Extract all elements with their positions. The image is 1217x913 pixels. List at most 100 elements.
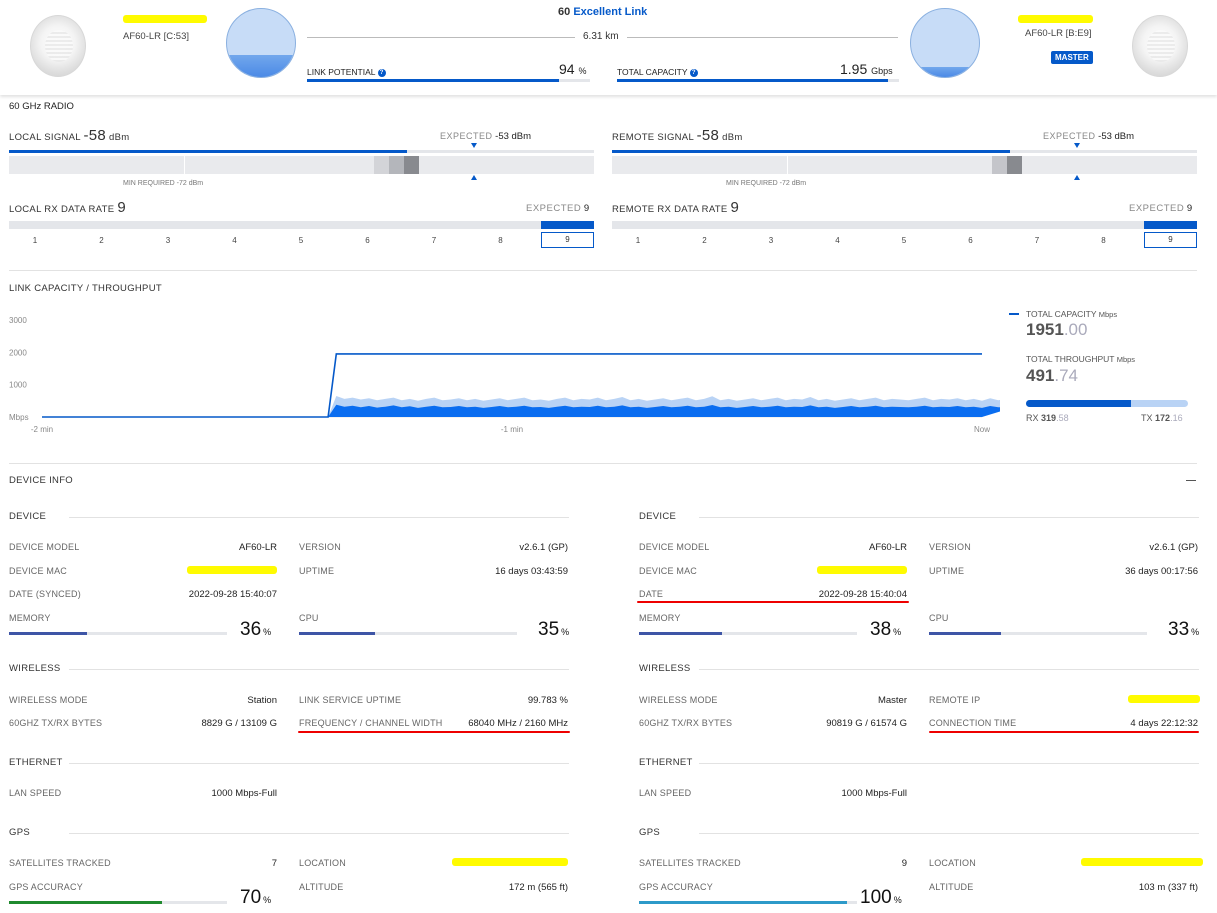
annotation-underline xyxy=(637,601,909,603)
remote-rx-rate-label-text: REMOTE RX DATA RATE xyxy=(612,204,728,215)
local-signal-label: LOCAL SIGNAL -58 dBm xyxy=(9,127,129,144)
altitude-label: ALTITUDE xyxy=(929,882,974,892)
local-signal-bubble xyxy=(226,8,296,78)
total-capacity-value: 1.95 Gbps xyxy=(840,61,893,77)
local-rx-rate-label-text: LOCAL RX DATA RATE xyxy=(9,204,115,215)
date-value: 2022-09-28 15:40:04 xyxy=(818,589,907,600)
memory-bar xyxy=(639,632,857,635)
divider xyxy=(9,463,1197,464)
memory-percent: 38% xyxy=(870,619,901,641)
location-value[interactable] xyxy=(1081,858,1203,868)
cpu-unit: % xyxy=(561,627,570,637)
local-min-required: MIN REQUIRED -72 dBm xyxy=(123,180,204,187)
device-section-heading: DEVICE xyxy=(639,511,677,522)
rate-tick-label: 4 xyxy=(835,236,840,245)
tx-rx-bytes-value: 90819 G / 61574 G xyxy=(826,718,907,729)
local-device-name[interactable] xyxy=(123,15,207,25)
remote-ip-value[interactable] xyxy=(1128,695,1200,705)
section-divider xyxy=(699,763,1199,764)
tx-label: TX xyxy=(1141,413,1153,423)
uptime-value: 16 days 03:43:59 xyxy=(495,566,568,577)
section-divider xyxy=(69,833,569,834)
tx-value: TX 172.16 xyxy=(1141,413,1183,423)
local-signal-value: -58 xyxy=(83,127,107,144)
rx-int: 319 xyxy=(1041,413,1057,423)
capacity-int: 1951 xyxy=(1026,320,1064,339)
min-required-tick xyxy=(787,156,788,174)
throughput-legend: TOTAL THROUGHPUT Mbps xyxy=(1026,354,1135,364)
remote-signal-label: REMOTE SIGNAL -58 dBm xyxy=(612,127,743,144)
radio-section-title: 60 GHz RADIO xyxy=(9,101,74,112)
rx-split-fill xyxy=(1026,400,1132,407)
wireless-mode-value: Master xyxy=(877,695,907,706)
section-divider xyxy=(69,517,569,518)
local-device-model: AF60-LR [C:53] xyxy=(123,31,189,42)
help-icon[interactable]: ? xyxy=(377,68,386,77)
satellites-tracked-value: 7 xyxy=(271,858,277,869)
local-signal-expected: EXPECTED -53 dBm xyxy=(440,131,531,142)
device-model-label: DEVICE MODEL xyxy=(639,542,710,552)
rx-tx-split-bar xyxy=(1026,400,1188,407)
remote-expected-value: -53 dBm xyxy=(1098,131,1135,142)
local-expected-marker xyxy=(471,143,477,148)
capacity-line xyxy=(42,353,982,418)
local-expected-marker-bottom xyxy=(471,175,477,180)
help-icon[interactable]: ? xyxy=(689,68,698,77)
device-mac-value[interactable] xyxy=(817,566,907,576)
link-potential-bar xyxy=(307,79,590,82)
rate-tick-label: 8 xyxy=(1101,236,1106,245)
device-model-label: DEVICE MODEL xyxy=(9,542,80,552)
uptime-value: 36 days 00:17:56 xyxy=(1125,566,1198,577)
rate-tick-label: 8 xyxy=(498,236,503,245)
remote-rx-expected-value: 9 xyxy=(1186,203,1193,214)
section-divider xyxy=(699,517,1199,518)
memory-percent: 36% xyxy=(240,619,271,641)
remote-rx-expected-label: EXPECTED xyxy=(1129,203,1185,214)
remote-expected-marker xyxy=(1074,143,1080,148)
remote-signal-bar-fill xyxy=(612,150,1010,153)
capacity-legend-swatch xyxy=(1009,313,1019,315)
remote-ip-label: REMOTE IP xyxy=(929,695,981,705)
remote-device-model: AF60-LR [B:E9] xyxy=(1025,28,1092,39)
throughput-chart: 3000 2000 1000 Mbps-2 min -1 min Now xyxy=(9,316,1000,434)
rate-selected-box: 9 xyxy=(1144,232,1197,248)
memory-unit: % xyxy=(263,627,272,637)
device-mac-value[interactable] xyxy=(187,566,277,576)
remote-signal-bubble-fill xyxy=(911,67,979,77)
version-label: VERSION xyxy=(929,542,971,552)
remote-device-name[interactable] xyxy=(1018,15,1093,25)
remote-rx-rate-label: REMOTE RX DATA RATE 9 xyxy=(612,199,739,216)
connection-time-label: CONNECTION TIME xyxy=(929,718,1017,728)
throughput-int: 491 xyxy=(1026,366,1055,385)
remote-signal-label-text: REMOTE SIGNAL xyxy=(612,132,694,143)
signal-current-marker xyxy=(1007,156,1022,174)
minus-icon[interactable] xyxy=(1186,480,1196,481)
wireless-section-heading: WIRELESS xyxy=(639,663,691,674)
section-divider xyxy=(699,669,1199,670)
local-rx-rate-scale: 1 2 3 4 5 6 7 8 9 xyxy=(9,231,594,249)
location-value[interactable] xyxy=(452,858,568,868)
tx-rx-bytes-value: 8829 G / 13109 G xyxy=(201,718,277,729)
rx-dec: .58 xyxy=(1056,413,1069,423)
remote-signal-expected: EXPECTED -53 dBm xyxy=(1043,131,1134,142)
link-potential-label: LINK POTENTIAL ? xyxy=(307,67,386,77)
remote-signal-bar xyxy=(612,150,1197,153)
rate-tick-label: 2 xyxy=(99,236,104,245)
remote-signal-value: -58 xyxy=(696,127,720,144)
total-capacity-bar-fill xyxy=(617,79,888,82)
memory-value: 36 xyxy=(240,619,262,640)
signal-range-band xyxy=(992,156,1007,174)
ethernet-section-heading: ETHERNET xyxy=(639,757,693,768)
section-divider xyxy=(69,669,569,670)
local-signal-range xyxy=(9,156,594,174)
satellites-tracked-label: SATELLITES TRACKED xyxy=(9,858,111,868)
y-tick-label: 2000 xyxy=(9,348,27,357)
total-capacity-label-text: TOTAL CAPACITY xyxy=(617,67,688,77)
gps-accuracy-percent: 70% xyxy=(240,887,271,909)
local-antenna-image xyxy=(30,15,86,77)
wireless-mode-label: WIRELESS MODE xyxy=(9,695,88,705)
device-info-title: DEVICE INFO xyxy=(9,475,74,486)
remote-rx-rate-bar xyxy=(612,221,1197,229)
local-rx-rate-value: 9 xyxy=(117,199,126,216)
link-potential-bar-fill xyxy=(307,79,559,82)
